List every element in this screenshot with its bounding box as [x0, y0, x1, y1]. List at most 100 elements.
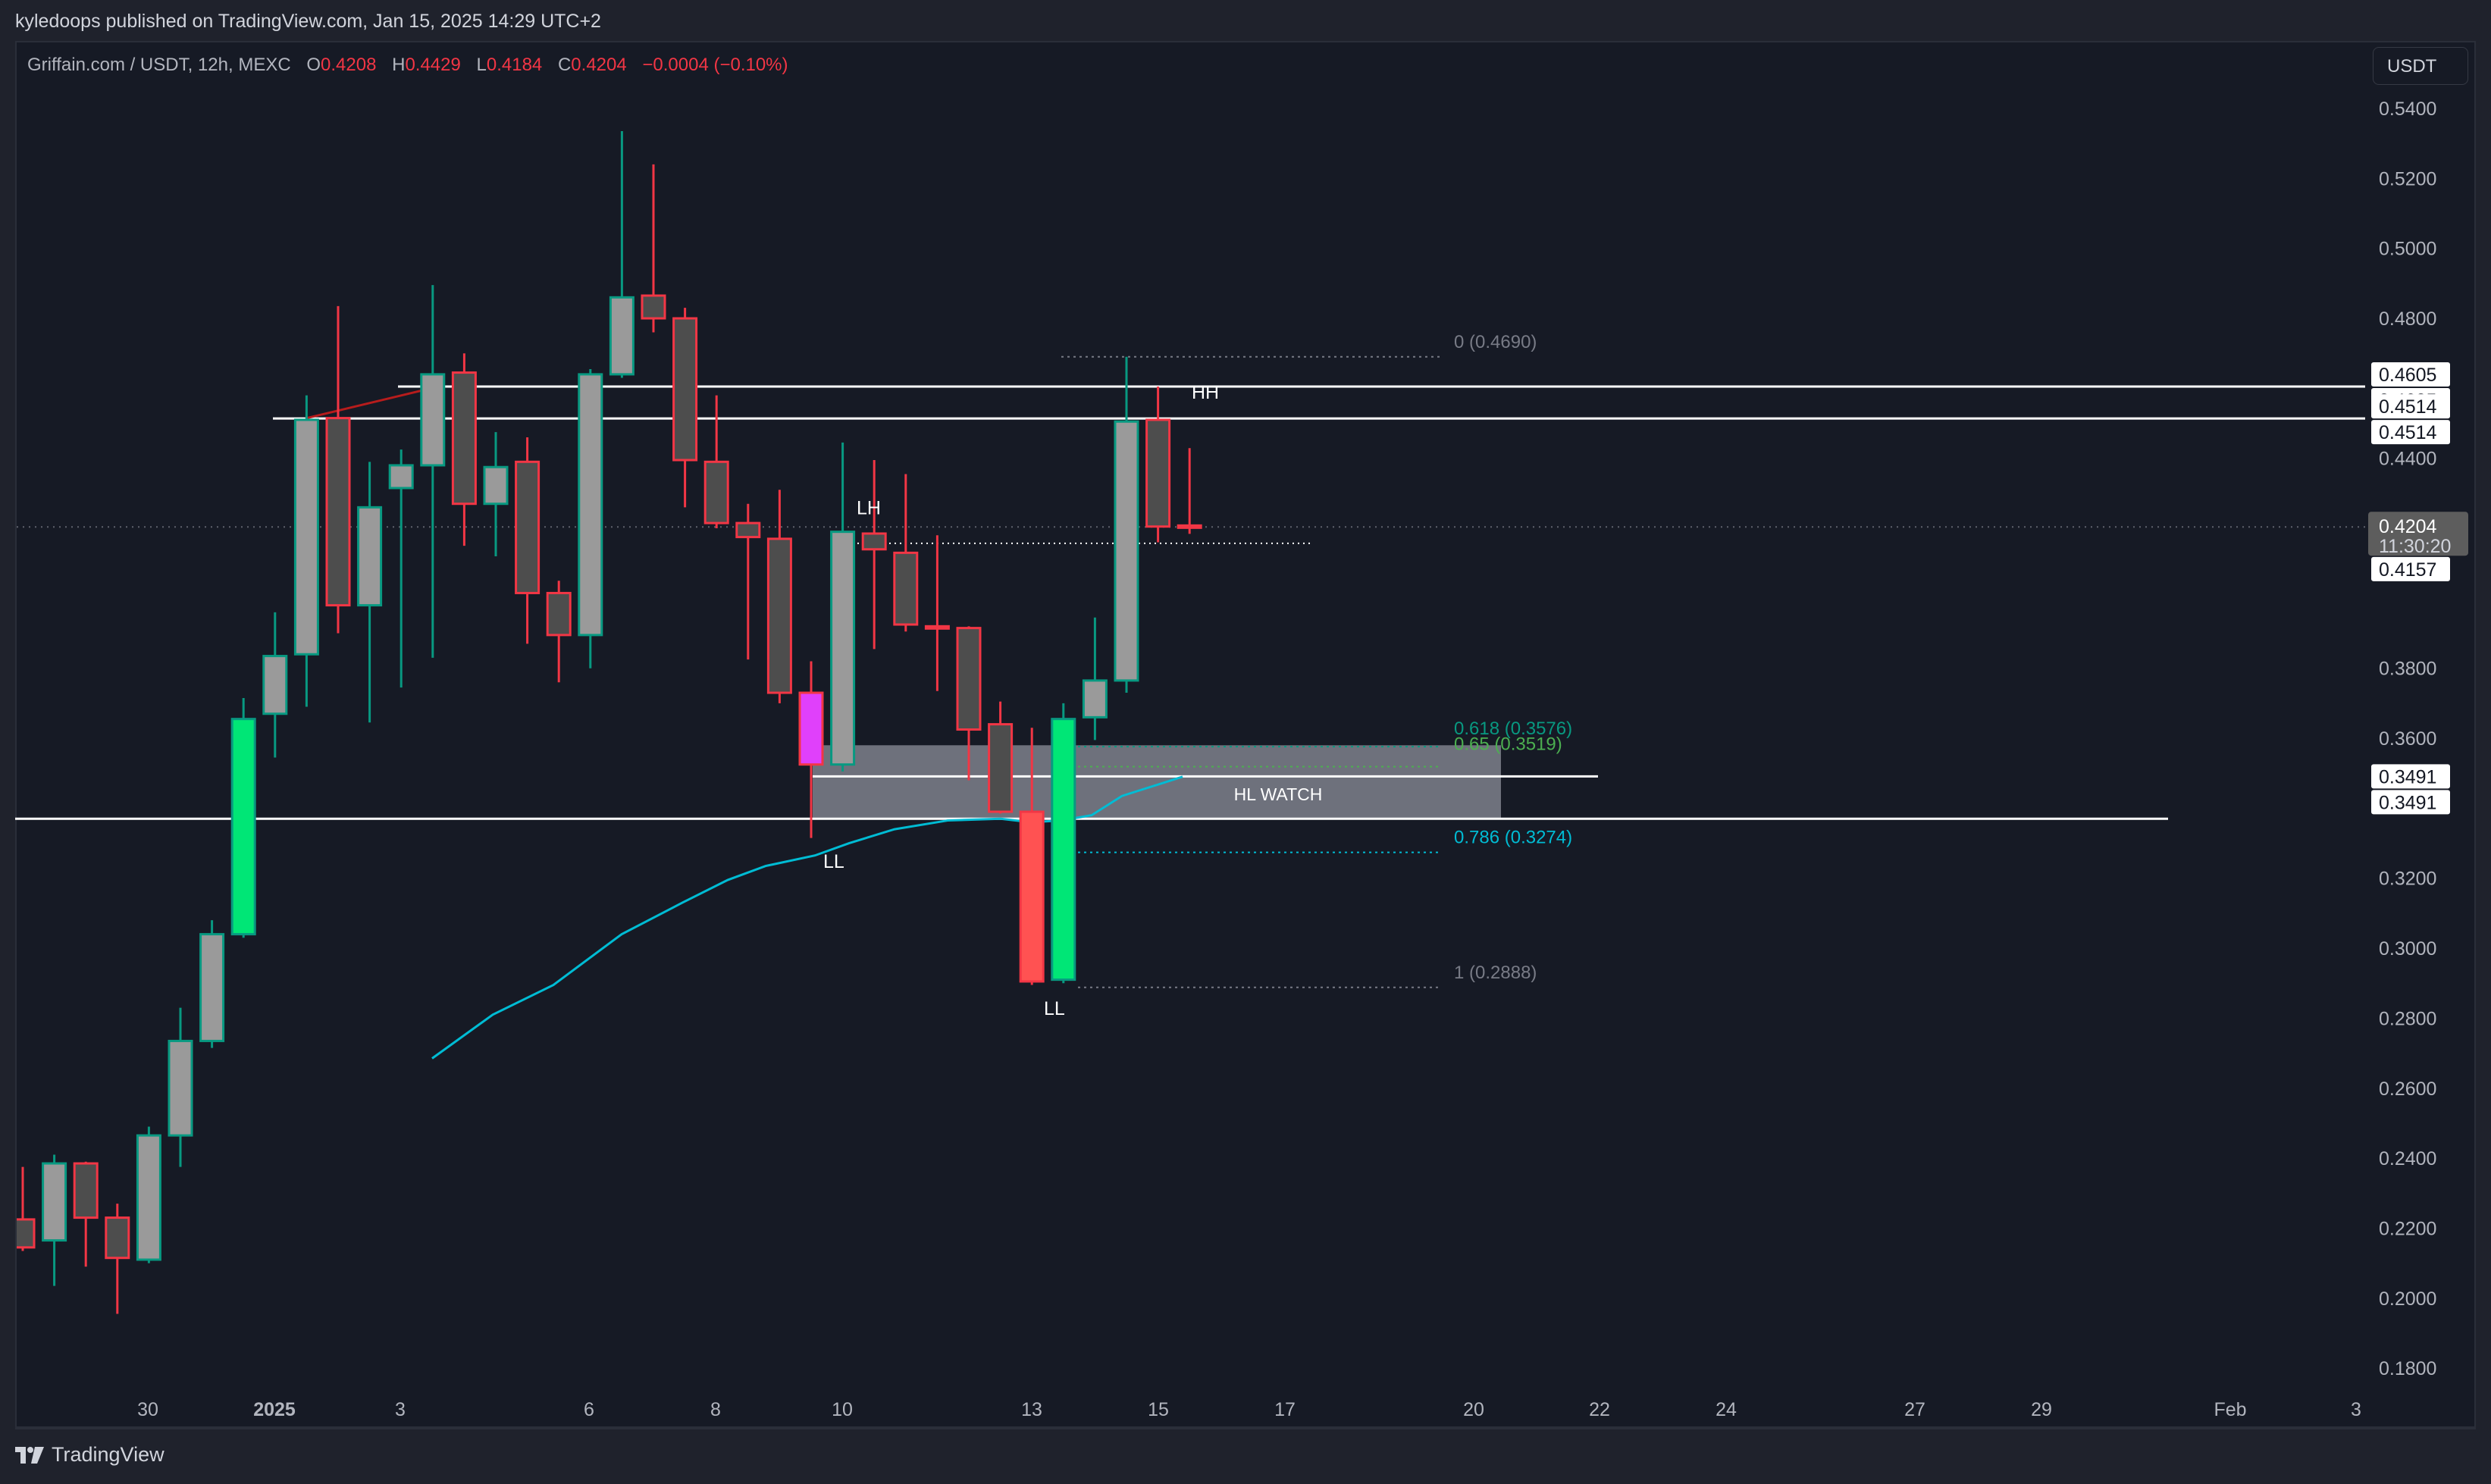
candle-body[interactable] [105, 1216, 130, 1260]
currency-unit-button[interactable]: USDT [2373, 47, 2468, 85]
candle-body[interactable] [798, 691, 824, 766]
price-tag [2371, 790, 2450, 815]
price-tag-value: 0.4605 [2379, 365, 2436, 386]
candle-body[interactable] [703, 460, 729, 524]
candle-body[interactable] [293, 418, 319, 656]
price-tag [2371, 764, 2450, 789]
time-axis-tick: 6 [584, 1399, 594, 1420]
price-axis-tick: 0.3200 [2379, 869, 2436, 890]
hl-watch-label: HL WATCH [1234, 784, 1323, 804]
candle-body[interactable] [199, 933, 225, 1042]
candle-body[interactable] [830, 531, 856, 766]
close-value: 0.4204 [571, 55, 627, 75]
candle-body[interactable] [641, 294, 666, 320]
price-axis-tick: 0.5400 [2379, 99, 2436, 120]
high-label: H [392, 55, 406, 75]
time-axis-tick: 24 [1716, 1399, 1737, 1420]
candle-body[interactable] [73, 1162, 99, 1219]
price-axis-tick: 0.4400 [2379, 449, 2436, 470]
candle-body[interactable] [672, 317, 698, 462]
time-axis-tick: 20 [1463, 1399, 1484, 1420]
price-axis-tick: 0.2800 [2379, 1008, 2436, 1029]
candle-body[interactable] [578, 373, 603, 637]
fib-level-label: 0 (0.4690) [1454, 332, 1537, 352]
price-axis-tick: 0.2600 [2379, 1079, 2436, 1100]
time-axis-tick: 30 [137, 1399, 158, 1420]
chart-pane[interactable] [15, 41, 2476, 1428]
time-axis-tick: 8 [710, 1399, 721, 1420]
price-tag-value: 0.4514 [2379, 396, 2437, 418]
symbol-title[interactable]: Griffain.com / USDT, 12h, MEXC [27, 55, 291, 75]
bar-countdown: 11:30:20 [2379, 536, 2451, 557]
last-price-value: 0.4204 [2379, 516, 2437, 537]
time-axis-tick: 2025 [253, 1399, 296, 1420]
candle-body[interactable] [168, 1039, 193, 1137]
price-tag-value: 0.4514 [2379, 422, 2437, 443]
hl-watch-zone[interactable] [813, 745, 1501, 819]
time-axis-tick: 10 [832, 1399, 853, 1420]
price-tag-value: 0.4157 [2379, 559, 2436, 581]
candle-body[interactable] [1145, 418, 1171, 528]
candle-body[interactable] [11, 1218, 36, 1249]
low-label: L [476, 55, 487, 75]
trend-line[interactable] [305, 385, 439, 420]
time-axis-tick: 17 [1274, 1399, 1296, 1420]
change-value: −0.0004 (−0.10%) [642, 55, 788, 75]
price-tag-value: 0.3491 [2379, 792, 2436, 813]
high-value: 0.4429 [405, 55, 461, 75]
time-axis-tick: 15 [1148, 1399, 1169, 1420]
time-axis-tick: 22 [1589, 1399, 1610, 1420]
price-axis-tick: 0.2400 [2379, 1148, 2436, 1169]
candle-body[interactable] [546, 591, 572, 637]
fib-level-label: 0.618 (0.3576) [1454, 719, 1572, 739]
fib-level-label: 0.65 (0.3519) [1454, 734, 1562, 754]
tradingview-logo-icon [15, 1446, 44, 1464]
publish-info: kyledoops published on TradingView.com, … [15, 11, 601, 32]
low-value: 0.4184 [486, 55, 543, 75]
candle-body[interactable] [861, 532, 887, 551]
candle-body[interactable] [766, 537, 792, 694]
tradingview-brand[interactable]: TradingView [15, 1443, 164, 1467]
time-axis-tick: Feb [2214, 1399, 2246, 1420]
structure-label: HH [1192, 382, 1219, 403]
candle-body[interactable] [230, 718, 256, 936]
candle-body[interactable] [357, 506, 383, 607]
candle-body[interactable] [988, 723, 1014, 813]
candle-body[interactable] [1082, 679, 1108, 719]
price-axis-tick: 0.3800 [2379, 659, 2436, 680]
candle-body[interactable] [262, 655, 288, 715]
price-axis-tick: 0.3000 [2379, 938, 2436, 960]
time-axis-tick: 27 [1904, 1399, 1925, 1420]
fib-level-label: 1 (0.2888) [1454, 963, 1537, 983]
candle-body[interactable] [42, 1162, 67, 1242]
candle-body[interactable] [451, 371, 477, 506]
candle-body[interactable] [388, 464, 414, 490]
structure-label: LL [823, 851, 844, 872]
open-label: O [306, 55, 321, 75]
candle-body[interactable] [420, 373, 446, 467]
candle-body[interactable] [1114, 420, 1139, 682]
candle-body[interactable] [924, 625, 950, 630]
candle-body[interactable] [609, 296, 634, 376]
candle-body[interactable] [1177, 524, 1202, 529]
price-tag [2371, 362, 2450, 387]
candle-body[interactable] [1019, 810, 1045, 983]
time-axis-tick: 3 [395, 1399, 406, 1420]
open-value: 0.4208 [321, 55, 377, 75]
price-tag-value: 0.3491 [2379, 766, 2436, 787]
candle-body[interactable] [483, 465, 509, 506]
price-axis-tick: 0.2200 [2379, 1218, 2436, 1239]
candle-body[interactable] [325, 417, 351, 607]
candle-body[interactable] [1051, 718, 1076, 982]
candle-body[interactable] [956, 627, 982, 731]
symbol-legend: Griffain.com / USDT, 12h, MEXC O0.4208 H… [27, 55, 788, 76]
candle-body[interactable] [893, 551, 919, 626]
price-axis-tick: 0.5000 [2379, 239, 2436, 260]
candle-body[interactable] [735, 521, 761, 539]
candle-body[interactable] [515, 460, 540, 594]
price-axis-tick: 0.1800 [2379, 1358, 2436, 1379]
candle-body[interactable] [136, 1134, 161, 1261]
price-tag [2371, 556, 2450, 581]
time-axis-tick: 29 [2031, 1399, 2052, 1420]
